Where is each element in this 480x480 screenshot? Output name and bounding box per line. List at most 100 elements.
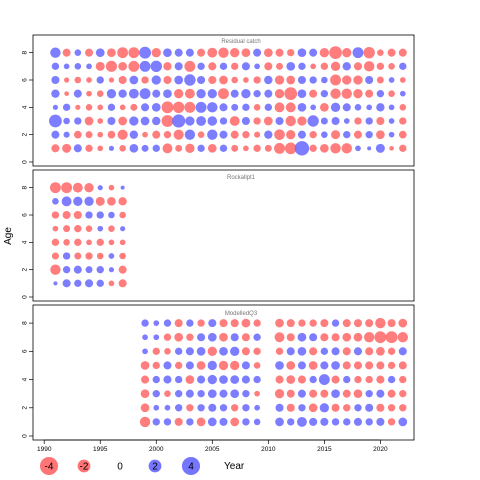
bubble-negative [74,238,82,247]
bubble-negative [242,130,250,139]
bubble-negative [309,144,317,153]
bubble-positive [297,89,307,99]
bubble-negative [341,88,352,99]
bubble-positive [219,144,228,153]
bubble-positive [354,104,362,111]
bubble-positive [241,361,250,370]
bubble-negative [64,91,69,96]
bubble-positive [365,418,373,426]
bubble-positive [73,265,82,274]
bubble-negative [196,417,206,427]
bubble-positive [150,60,162,73]
bubble-negative [85,252,93,260]
bubble-positive [331,418,340,426]
bubble-negative [398,48,407,57]
y-tick-label: 8 [22,321,29,325]
bubble-negative [310,63,316,70]
bubble-negative [208,62,217,71]
bubble-negative [320,389,329,398]
bubble-negative [331,130,341,140]
bubble-negative [253,347,261,356]
bubble-positive [399,62,407,71]
bubble-negative [342,75,352,85]
bubble-positive [310,104,316,111]
bubble-positive [186,319,194,327]
bubble-negative [119,145,126,152]
bubble-negative [107,196,116,206]
x-tick-label: 2020 [373,446,388,453]
bubble-negative [163,130,172,139]
bubble-negative [387,418,396,426]
bubble-positive [52,104,59,110]
bubble-negative [275,375,284,384]
bubble-positive [163,375,172,384]
legend-value-label: 4 [188,462,194,473]
bubble-positive [152,116,161,126]
bubble-negative [398,361,407,370]
bubble-negative [275,347,284,356]
bubble-positive [318,374,330,386]
bubble-negative [342,361,351,370]
bubble-negative [286,361,296,370]
bubble-negative [274,142,285,154]
bubble-positive [343,375,351,384]
y-axis-title: Age [3,227,14,245]
bubble-negative [196,361,206,370]
bubble-negative [363,332,375,343]
bubble-negative [140,389,150,399]
bubble-negative [387,319,396,328]
bubble-negative [309,130,317,139]
bubble-negative [320,102,329,112]
bubble-negative [61,182,73,194]
bubble-negative [297,375,306,384]
bubble-positive [264,89,273,98]
bubble-negative [309,347,318,356]
bubble-positive [297,75,306,85]
bubble-negative [152,130,161,139]
bubble-negative [128,47,140,59]
bubble-negative [330,74,342,86]
bubble-negative [97,104,104,111]
bubble-positive [85,266,93,274]
bubble-positive [353,417,362,426]
bubble-negative [84,116,94,126]
bubble-negative [117,129,128,140]
bubble-negative [285,102,296,113]
bubble-positive [207,417,217,427]
bubble-positive [107,116,116,126]
bubble-negative [353,75,363,85]
bubble-negative [354,375,362,384]
bubble-positive [230,389,240,399]
bubble-negative [197,131,205,138]
bubble-positive [118,89,127,98]
legend-bubble [181,456,201,476]
bubble-positive [208,403,217,412]
bubble-positive [367,146,372,151]
bubble-negative [308,403,318,413]
bubble-positive [253,418,261,426]
bubble-positive [73,89,82,98]
bubble-negative [142,131,148,138]
bubble-positive [174,389,183,398]
bubble-positive [297,389,306,398]
legend-bubble [77,459,91,473]
bubble-positive [254,404,260,411]
bubble-positive [141,319,149,327]
bubble-negative [63,239,70,246]
bubble-positive [388,118,395,124]
bubble-negative [309,389,318,398]
bubble-negative [241,318,251,328]
bubble-negative [207,143,217,153]
bubble-negative [207,346,217,356]
bubble-negative [72,182,83,193]
bubble-negative [197,48,206,57]
bubble-negative [128,60,140,72]
bubble-positive [74,279,82,288]
bubble-negative [285,115,296,127]
bubble-negative [284,87,298,101]
y-tick-label: 0 [22,295,29,299]
bubble-negative [342,319,351,328]
bubble-negative [399,117,407,125]
bubble-negative [275,318,284,328]
legend-value-label: -2 [80,462,89,473]
